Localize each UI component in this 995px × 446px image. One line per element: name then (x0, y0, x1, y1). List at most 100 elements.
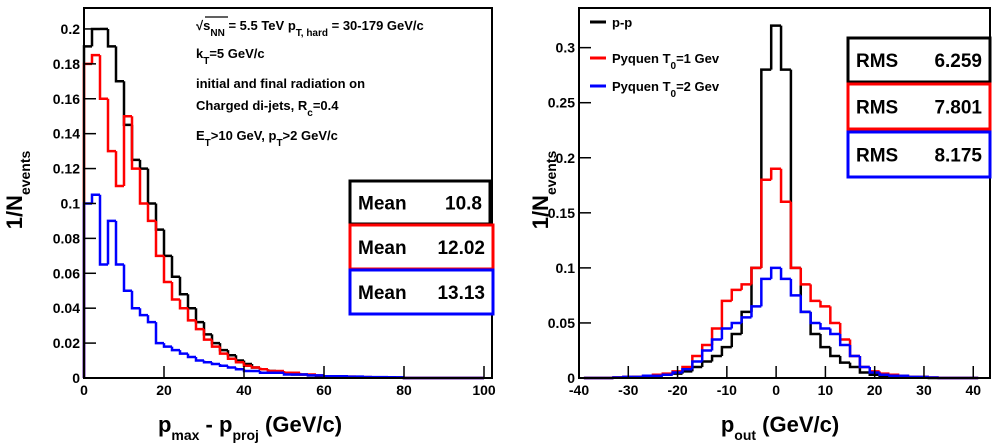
text-segment: =2 Gev (676, 79, 720, 94)
stat-value: 6.259 (934, 51, 982, 72)
subscript: T (205, 138, 211, 149)
x-tick-label: 80 (396, 382, 412, 398)
subscript: T, hard (296, 28, 328, 39)
histogram-bin (730, 321, 742, 329)
histogram-bin (789, 278, 801, 297)
histogram-bin (819, 333, 831, 349)
histogram-bin (322, 375, 332, 378)
histogram-bin (146, 203, 156, 223)
histogram-bin (641, 374, 653, 378)
histogram-bin (186, 308, 196, 322)
histogram-bin (106, 98, 116, 153)
stat-label: Mean (358, 194, 407, 215)
histogram-bin (819, 300, 831, 308)
histogram-bin (740, 283, 752, 290)
subscript: max (171, 427, 199, 443)
x-tick-label: 40 (965, 382, 981, 398)
histogram-bin (700, 349, 713, 362)
histogram-bin (760, 178, 772, 268)
text-segment: 1/N (528, 195, 553, 229)
histogram-bin (858, 355, 870, 369)
text-segment: = 30-179 GeV/c (328, 18, 424, 33)
histogram-bin (258, 371, 268, 375)
subscript: 0 (671, 89, 677, 100)
stat-value: 12.02 (437, 238, 485, 259)
x-tick-label: 10 (818, 382, 834, 398)
histogram-bin (710, 338, 722, 351)
histogram-bin (838, 355, 851, 364)
annotation: Charged di-jets, Rc=0.4 (196, 98, 339, 119)
x-tick-label: -30 (618, 382, 638, 398)
histogram-bin (838, 322, 851, 341)
panel: 0 0.02 0.04 0.06 0.08 0.1 0.12 0.14 0.16 0.18 0.2 0… (2, 7, 496, 443)
histogram-bin (878, 372, 890, 376)
y-tick-label: 0 (72, 370, 80, 386)
histogram-bin (848, 362, 860, 369)
stat-value: 13.13 (437, 283, 485, 304)
histogram-bin (242, 369, 252, 373)
histogram-bin (186, 353, 196, 359)
histogram-bin (858, 355, 870, 369)
histogram-bin (186, 294, 196, 310)
histogram-bin (106, 28, 116, 48)
histogram-bin (720, 345, 732, 356)
y-tick-label: 0.3 (556, 40, 576, 56)
histogram-bin (106, 219, 116, 265)
annotation: √sNN = 5.5 TeV pT, hard = 30-179 GeV/c (196, 18, 424, 39)
y-tick-label: 0.04 (53, 300, 80, 316)
stat-value: 10.8 (445, 194, 482, 215)
x-tick-label: -40 (569, 382, 589, 398)
x-tick-label: -20 (667, 382, 687, 398)
histogram-bin (809, 284, 821, 303)
plot-frame (83, 7, 493, 379)
histogram-bin (750, 305, 762, 318)
y-tick-label: 0.05 (548, 315, 575, 331)
histogram-bin (720, 327, 732, 340)
stat-box (348, 223, 495, 271)
plot-frame (578, 7, 991, 379)
x-tick-label: 40 (236, 382, 252, 398)
histogram-bin (202, 329, 212, 341)
x-tick-label: 100 (472, 382, 496, 398)
histogram-bin (769, 24, 782, 70)
histogram-bin (210, 339, 220, 348)
histogram-bin (760, 277, 772, 307)
subscript: T (276, 138, 282, 149)
legend-entry: p-p (612, 15, 632, 30)
histogram-bin (730, 288, 742, 301)
histogram-bin (234, 367, 244, 371)
histogram-bin (218, 364, 228, 368)
histogram-bin (98, 55, 108, 101)
histogram-bin (848, 339, 860, 358)
histogram-bin (710, 327, 722, 345)
histogram-bin (829, 306, 841, 325)
histogram-bin (90, 27, 100, 47)
histogram-bin (98, 194, 108, 266)
histogram-bin (779, 267, 791, 281)
histogram-bin (282, 371, 292, 375)
subscript: c (307, 108, 313, 119)
histogram-bin (829, 347, 841, 358)
text-segment: p (721, 412, 734, 437)
text-segment: Pyquen T (612, 79, 671, 94)
histogram-bin (700, 360, 713, 367)
text-segment: - p (199, 412, 232, 437)
histogram-bin (130, 116, 140, 170)
y-tick-label: 0.15 (548, 205, 575, 221)
histogram-bin (170, 346, 180, 352)
legend-entry: Pyquen T0=2 Gev (612, 79, 720, 100)
histogram-bin (122, 114, 132, 187)
histogram-bin (178, 350, 188, 355)
histogram-bin (162, 343, 172, 348)
text-segment: Charged di-jets, R (196, 98, 308, 113)
histogram-bin (138, 308, 148, 317)
histogram-bin (691, 365, 703, 372)
histogram-bin (90, 193, 100, 204)
histogram-bin (769, 266, 782, 279)
subscript: T (203, 56, 209, 67)
histogram-bin (799, 267, 811, 314)
histogram-bin (162, 229, 172, 258)
x-tick-label: 20 (156, 382, 172, 398)
stat-box (846, 36, 992, 84)
